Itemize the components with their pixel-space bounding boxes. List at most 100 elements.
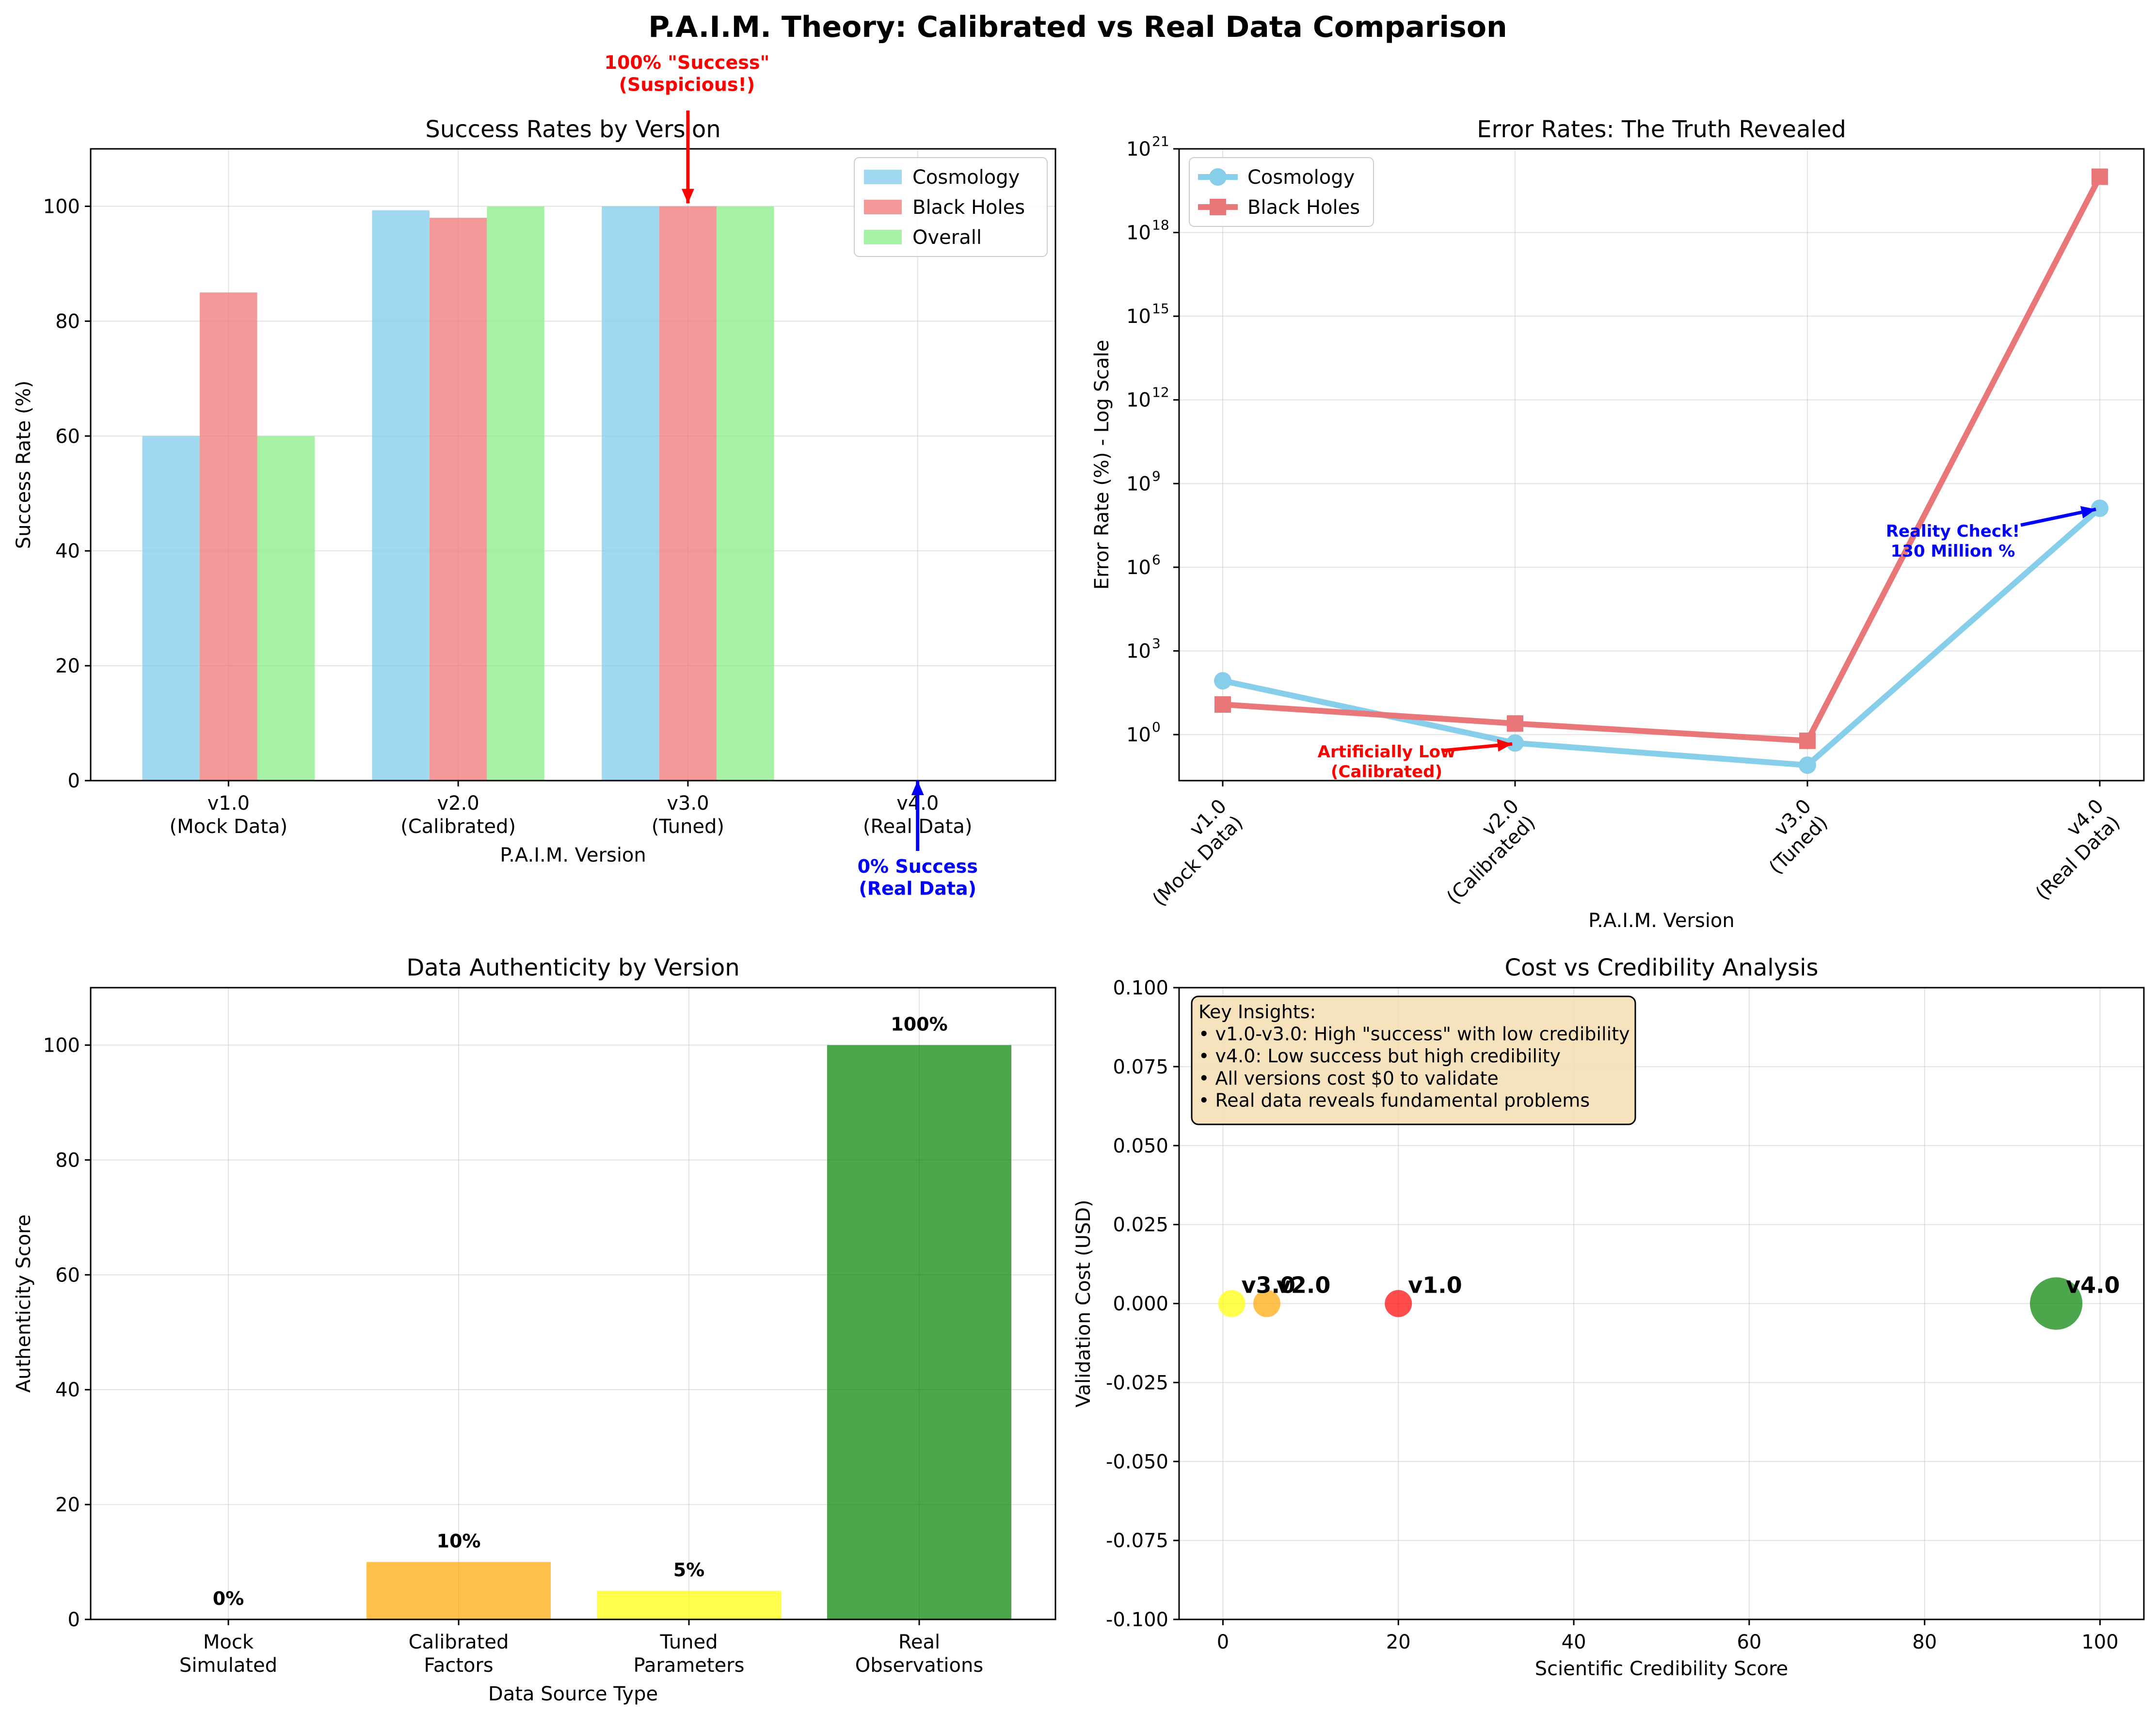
point-marker <box>1507 715 1523 732</box>
x-tick-label-line: Calibrated <box>409 1631 509 1653</box>
insights-text-line: • Real data reveals fundamental problems <box>1198 1089 1590 1111</box>
axes-title: Error Rates: The Truth Revealed <box>1477 116 1846 143</box>
x-tick-label-line: (Tuned) <box>652 816 724 838</box>
annotation-real: 0% Success (Real Data) <box>858 856 978 899</box>
x-tick-label: 100 <box>2081 1631 2118 1653</box>
x-tick-label-line: Factors <box>424 1654 493 1677</box>
y-tick-exponent: 9 <box>1152 468 1161 484</box>
y-tick-exponent: 6 <box>1152 552 1161 568</box>
point-label: v3.0 <box>1242 1272 1295 1298</box>
axes-frame <box>1178 148 2145 782</box>
annotation-suspicious: 100% "Success" (Suspicious!) <box>605 52 770 96</box>
y-tick-label: 0.050 <box>1113 1135 1168 1157</box>
legend-swatch <box>864 170 902 184</box>
x-tick-label-line: Tuned <box>659 1631 718 1653</box>
point-v1-0 <box>1385 1290 1412 1317</box>
y-tick-label: 10 <box>1126 389 1151 412</box>
x-tick-label: v3.0(Tuned) <box>1748 795 1832 879</box>
bar-cosmology <box>142 436 200 781</box>
insights-text-line: • v4.0: Low success but high credibility <box>1198 1045 1561 1067</box>
y-tick-label: 80 <box>55 310 80 333</box>
x-tick-label: 0 <box>1217 1631 1229 1653</box>
x-axis-label: Scientific Credibility Score <box>1535 1658 1789 1680</box>
x-tick-label-line: Observations <box>855 1654 983 1677</box>
insights-text-line: • v1.0-v3.0: High "success" with low cre… <box>1198 1024 1630 1045</box>
y-tick-exponent: 18 <box>1152 217 1169 233</box>
legend-label: Black Holes <box>912 196 1025 219</box>
bar-cosmology <box>602 206 659 781</box>
legend-box <box>854 157 1048 257</box>
legend-label: Cosmology <box>1247 166 1355 189</box>
axes-frame <box>90 148 1056 782</box>
y-tick-exponent: 21 <box>1152 133 1169 149</box>
axes-title: Cost vs Credibility Analysis <box>1505 954 1819 981</box>
y-tick-label: 10 <box>1126 138 1151 160</box>
point-v3-0 <box>1218 1290 1246 1317</box>
y-axis-label: Validation Cost (USD) <box>1072 1200 1095 1408</box>
x-tick-label: v1.0(Mock Data) <box>1132 795 1247 911</box>
y-tick-label: -0.075 <box>1106 1530 1168 1552</box>
point-marker <box>1799 732 1816 749</box>
annotation-suspicious-line: 100% "Success" <box>605 52 770 73</box>
y-tick-label: 10 <box>1126 640 1151 662</box>
y-tick-label: 0.000 <box>1113 1293 1168 1315</box>
point-v2-0 <box>1253 1290 1280 1317</box>
legend-marker <box>1209 168 1227 186</box>
y-tick-label: -0.100 <box>1106 1609 1168 1631</box>
point-label: v1.0 <box>1408 1272 1462 1298</box>
legend-label: Cosmology <box>912 166 1020 189</box>
insights-text-line: • All versions cost $0 to validate <box>1198 1068 1499 1089</box>
annotation-calibrated: Artificially Low (Calibrated) <box>1318 742 1456 782</box>
x-tick-label: 20 <box>1386 1631 1411 1653</box>
y-axis-label: Error Rate (%) - Log Scale <box>1091 340 1113 590</box>
point-marker <box>2092 168 2108 185</box>
y-tick-exponent: 15 <box>1152 301 1169 317</box>
annotation-reality-line: Reality Check! <box>1886 522 2020 541</box>
x-tick-label: 80 <box>1912 1631 1937 1653</box>
annotation-reality-arrow-head <box>2080 506 2096 519</box>
insights-box <box>1191 995 1636 1125</box>
legend-marker <box>1210 199 1226 215</box>
annotation-suspicious-arrow-head <box>681 189 694 204</box>
y-tick-label: 80 <box>55 1149 80 1171</box>
legend-label: Overall <box>912 226 982 249</box>
bar-black-holes <box>659 206 717 781</box>
x-tick-label-line: (Mock Data) <box>169 816 287 838</box>
y-tick-label: 60 <box>55 1264 80 1286</box>
y-tick-label: 0.075 <box>1113 1056 1168 1078</box>
y-tick-label: 40 <box>55 540 80 562</box>
y-tick-label: 100 <box>43 195 80 218</box>
insights-text: Key Insights: • v1.0-v3.0: High "success"… <box>1198 1001 1630 1111</box>
y-tick-label: 0 <box>68 770 80 792</box>
bar-value-label: 100% <box>891 1013 947 1035</box>
figure-title: P.A.I.M. Theory: Calibrated vs Real Data… <box>648 10 1507 44</box>
x-axis-label: P.A.I.M. Version <box>1588 910 1735 932</box>
x-tick-label-line: v2.0 <box>437 792 479 815</box>
authenticity-chart: 0% 10% 5% 100% 0 20 40 60 80 100 Mock Simulated Cali… <box>13 954 1056 1705</box>
bar-black-holes <box>200 292 257 781</box>
bar-overall <box>257 436 315 781</box>
y-tick-label: 10 <box>1126 724 1151 746</box>
annotation-real-line: 0% Success <box>858 856 978 877</box>
x-axis-label: P.A.I.M. Version <box>500 844 646 866</box>
bar-black-holes <box>429 218 487 781</box>
x-tick-label: v2.0(Calibrated) <box>1426 795 1540 909</box>
y-tick-exponent: 0 <box>1152 719 1161 735</box>
x-tick-label-line: v1.0 <box>208 792 250 815</box>
y-tick-label: 10 <box>1126 222 1151 244</box>
x-tick-label: 60 <box>1737 1631 1761 1653</box>
bar-value-label: 5% <box>673 1559 705 1581</box>
x-axis-label: Data Source Type <box>488 1683 658 1705</box>
axes-title: Success Rates by Version <box>425 116 720 143</box>
axes-frame <box>90 987 1056 1620</box>
y-tick-label: 10 <box>1126 305 1151 328</box>
x-tick-label-line: Real <box>898 1631 940 1653</box>
x-tick-label-line: Parameters <box>634 1654 745 1677</box>
bar-value-label: 0% <box>213 1588 244 1609</box>
y-tick-label: 60 <box>55 425 80 448</box>
series-line-black-holes <box>1222 175 2103 744</box>
cost-credibility-chart: v1.0 v2.0v3.0 v4.0 -0.100 -0.075 -0.050 -0.025… <box>1072 954 2145 1680</box>
y-axis-label: Authenticity Score <box>13 1215 35 1393</box>
x-tick-label: v3.0(Tuned) <box>652 792 724 838</box>
